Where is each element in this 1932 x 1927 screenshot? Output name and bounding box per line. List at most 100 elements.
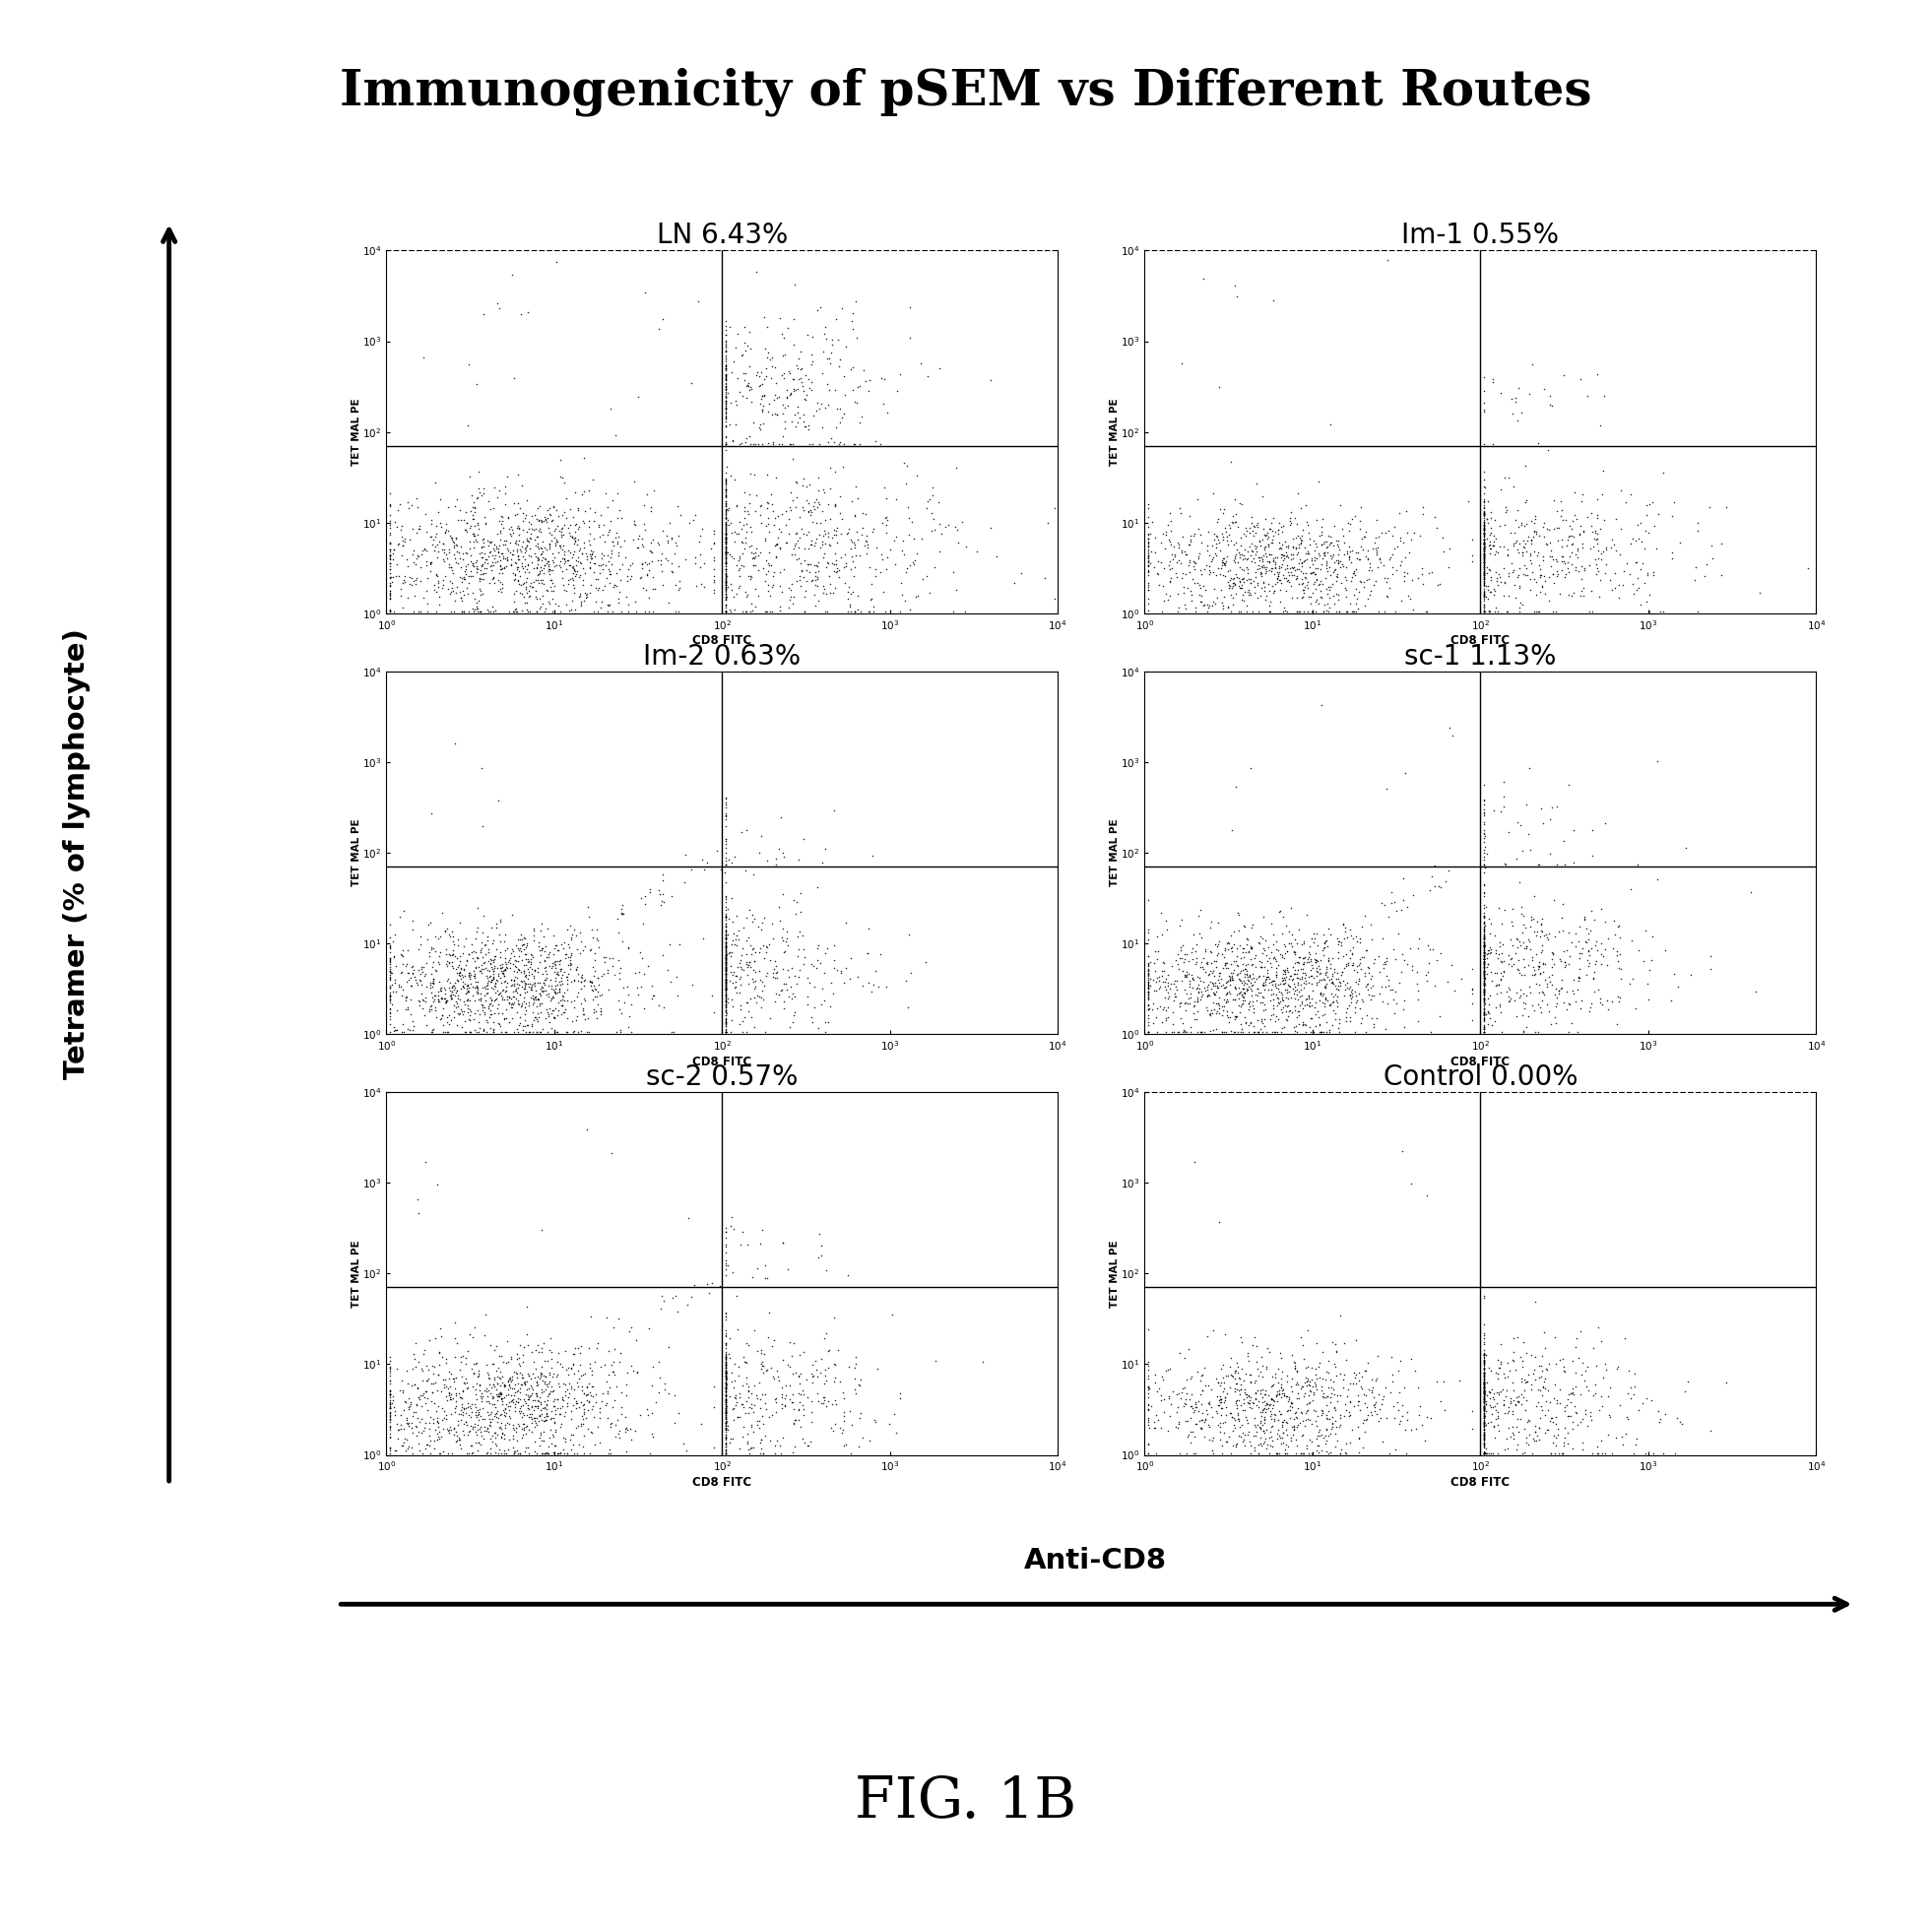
Point xyxy=(1209,547,1240,578)
Point xyxy=(1488,1389,1519,1420)
Point xyxy=(1312,1006,1343,1037)
Point xyxy=(1335,1006,1366,1037)
Point xyxy=(802,933,833,964)
Point xyxy=(1291,1017,1321,1048)
Point xyxy=(1248,1426,1279,1457)
Point xyxy=(638,476,668,507)
Point xyxy=(1468,937,1499,967)
Point xyxy=(1468,1366,1499,1397)
Point xyxy=(1356,1397,1387,1428)
Point xyxy=(1231,1382,1262,1412)
Point xyxy=(481,1360,512,1391)
Point xyxy=(746,992,777,1023)
Point xyxy=(709,942,740,973)
Point xyxy=(763,428,794,459)
Point xyxy=(1246,551,1277,582)
Point xyxy=(533,1432,564,1463)
Point xyxy=(1468,1378,1499,1409)
Point xyxy=(522,1004,553,1035)
Point xyxy=(585,1351,616,1382)
Point xyxy=(1468,515,1499,545)
Point xyxy=(750,1420,781,1451)
Point xyxy=(748,389,779,420)
Point xyxy=(1335,942,1366,973)
Point xyxy=(1468,538,1499,568)
Point xyxy=(1250,518,1281,549)
Point xyxy=(794,488,825,518)
Point xyxy=(781,1357,811,1387)
Point xyxy=(1468,1359,1499,1389)
Point xyxy=(1526,915,1557,946)
Point xyxy=(709,520,740,551)
Point xyxy=(786,515,817,545)
Point xyxy=(713,1337,744,1368)
Point xyxy=(757,958,788,989)
Point xyxy=(1291,538,1321,568)
Point xyxy=(1223,595,1254,626)
Point xyxy=(850,526,881,557)
Point xyxy=(489,960,520,990)
Point xyxy=(709,911,740,942)
Point xyxy=(1223,563,1254,594)
Point xyxy=(495,983,526,1014)
Point xyxy=(697,1391,728,1422)
Point xyxy=(1468,395,1499,426)
Point xyxy=(437,1384,468,1414)
Point xyxy=(1376,888,1406,919)
Point xyxy=(709,567,740,597)
Point xyxy=(1184,1017,1215,1048)
Point xyxy=(450,1368,481,1399)
Point xyxy=(454,967,485,998)
Point xyxy=(498,987,529,1017)
Point xyxy=(1175,977,1206,1008)
Point xyxy=(709,1368,740,1399)
Point xyxy=(1180,942,1211,973)
Point xyxy=(1468,1376,1499,1407)
Point xyxy=(837,304,867,335)
Point xyxy=(423,567,454,597)
Point xyxy=(1354,549,1385,580)
Point xyxy=(423,1359,454,1389)
Point xyxy=(1468,1368,1499,1399)
Point xyxy=(819,1366,850,1397)
Point xyxy=(1200,952,1231,983)
Point xyxy=(442,1424,473,1455)
Point xyxy=(1157,985,1188,1016)
Point xyxy=(446,567,477,597)
Point xyxy=(1360,1364,1391,1395)
Point xyxy=(709,964,740,994)
Point xyxy=(848,513,879,543)
Point xyxy=(748,971,779,1002)
Point xyxy=(1238,965,1269,996)
Point xyxy=(1169,1016,1200,1046)
Point xyxy=(1186,921,1217,952)
Point xyxy=(1258,1389,1289,1420)
Point xyxy=(1260,1000,1291,1031)
Point xyxy=(609,973,639,1004)
Point xyxy=(709,540,740,570)
Point xyxy=(400,1328,431,1359)
Point xyxy=(709,786,740,817)
Point xyxy=(773,954,804,985)
Point xyxy=(1153,992,1184,1023)
Point xyxy=(554,940,585,971)
Point xyxy=(450,1397,481,1428)
Point xyxy=(433,1357,464,1387)
Point xyxy=(777,443,808,474)
Point xyxy=(440,1393,471,1424)
Point xyxy=(1246,572,1277,603)
Point xyxy=(1476,1438,1507,1468)
Point xyxy=(512,1010,543,1041)
Point xyxy=(1277,551,1308,582)
Point xyxy=(1492,540,1522,570)
Point xyxy=(709,374,740,405)
Point xyxy=(1225,1008,1256,1039)
Point xyxy=(498,981,529,1012)
Point xyxy=(553,1438,583,1468)
Point xyxy=(1470,969,1501,1000)
Point xyxy=(506,956,537,987)
Point xyxy=(1204,1409,1235,1439)
Point xyxy=(439,929,469,960)
Point xyxy=(802,1378,833,1409)
Point xyxy=(537,1362,568,1393)
